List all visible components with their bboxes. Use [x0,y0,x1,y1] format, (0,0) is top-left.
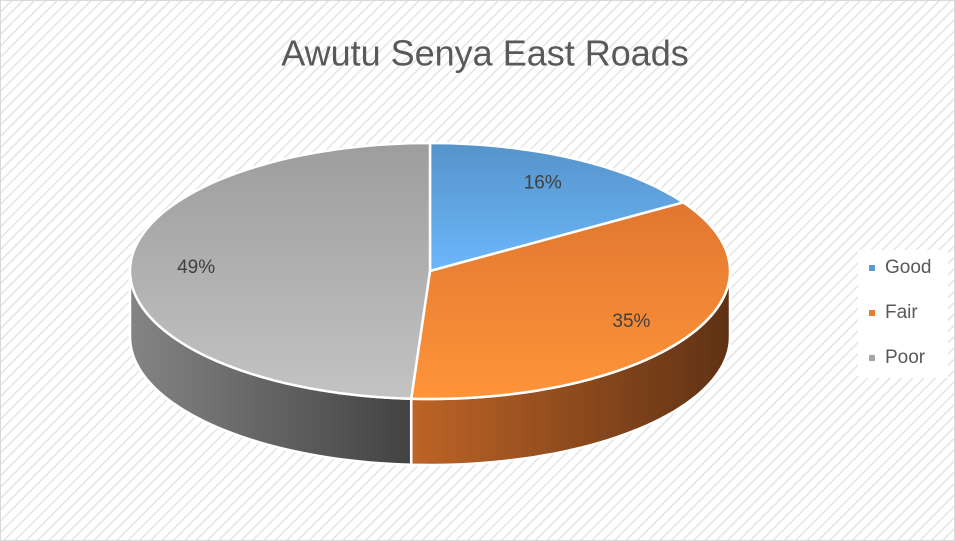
legend-label: Good [885,257,931,278]
pie-slice [128,141,432,400]
legend-swatch [869,310,875,316]
data-label: 16% [524,173,562,194]
legend-label: Fair [885,302,918,323]
data-label: 35% [612,311,650,332]
pie-slice [409,201,732,401]
data-label: 49% [177,257,215,278]
legend-swatch [869,265,875,271]
chart-title: Awutu Senya East Roads [281,33,689,74]
legend-swatch [869,355,875,361]
pie-slice [428,141,685,273]
legend-label: Poor [885,347,926,368]
